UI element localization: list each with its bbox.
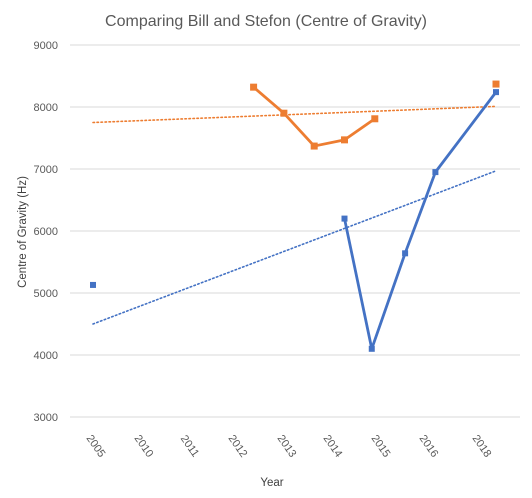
series-2-point <box>340 136 348 144</box>
x-tick-label: 2012 <box>226 433 250 460</box>
x-tick-label: 2013 <box>275 433 299 460</box>
series-1-point <box>341 215 348 222</box>
trendlines <box>92 105 497 325</box>
x-tick-label: 2016 <box>417 433 441 460</box>
y-axis-ticks: 3000 4000 5000 6000 7000 8000 9000 <box>34 40 58 424</box>
series-2-point <box>280 109 288 117</box>
series-2-point <box>492 80 500 88</box>
x-axis-label: Year <box>260 477 283 489</box>
x-axis-ticks: 2005 2010 2011 2012 2013 2014 2015 2016 2018 <box>84 433 494 460</box>
x-tick-label: 2010 <box>132 433 156 460</box>
series-1-point <box>402 250 409 257</box>
x-tick-label: 2018 <box>470 433 494 460</box>
y-tick-label: 8000 <box>34 102 58 114</box>
y-tick-label: 7000 <box>34 164 58 176</box>
y-tick-label: 6000 <box>34 226 58 238</box>
series-2-point <box>310 142 318 150</box>
series-1-point <box>368 345 375 352</box>
chart-title: Comparing Bill and Stefon (Centre of Gra… <box>105 13 427 30</box>
y-tick-label: 3000 <box>34 412 58 424</box>
series-2-line <box>252 85 377 148</box>
x-tick-label: 2014 <box>321 433 345 460</box>
trendline-2 <box>92 105 497 124</box>
y-tick-label: 5000 <box>34 288 58 300</box>
y-axis-label: Centre of Gravity (Hz) <box>17 176 29 288</box>
series-1-point <box>90 281 96 288</box>
y-tick-label: 9000 <box>34 40 58 52</box>
x-tick-label: 2015 <box>369 433 393 460</box>
x-tick-label: 2005 <box>84 433 108 460</box>
series-1-point <box>432 169 439 176</box>
series-2-point <box>250 83 258 91</box>
series-2-point <box>371 115 379 123</box>
series-1-point <box>493 89 499 96</box>
x-tick-label: 2011 <box>178 433 201 459</box>
y-tick-label: 4000 <box>34 350 58 362</box>
series-lines <box>252 85 498 351</box>
gridlines <box>70 44 520 418</box>
trendline-1 <box>92 170 497 325</box>
series-points <box>90 80 500 352</box>
